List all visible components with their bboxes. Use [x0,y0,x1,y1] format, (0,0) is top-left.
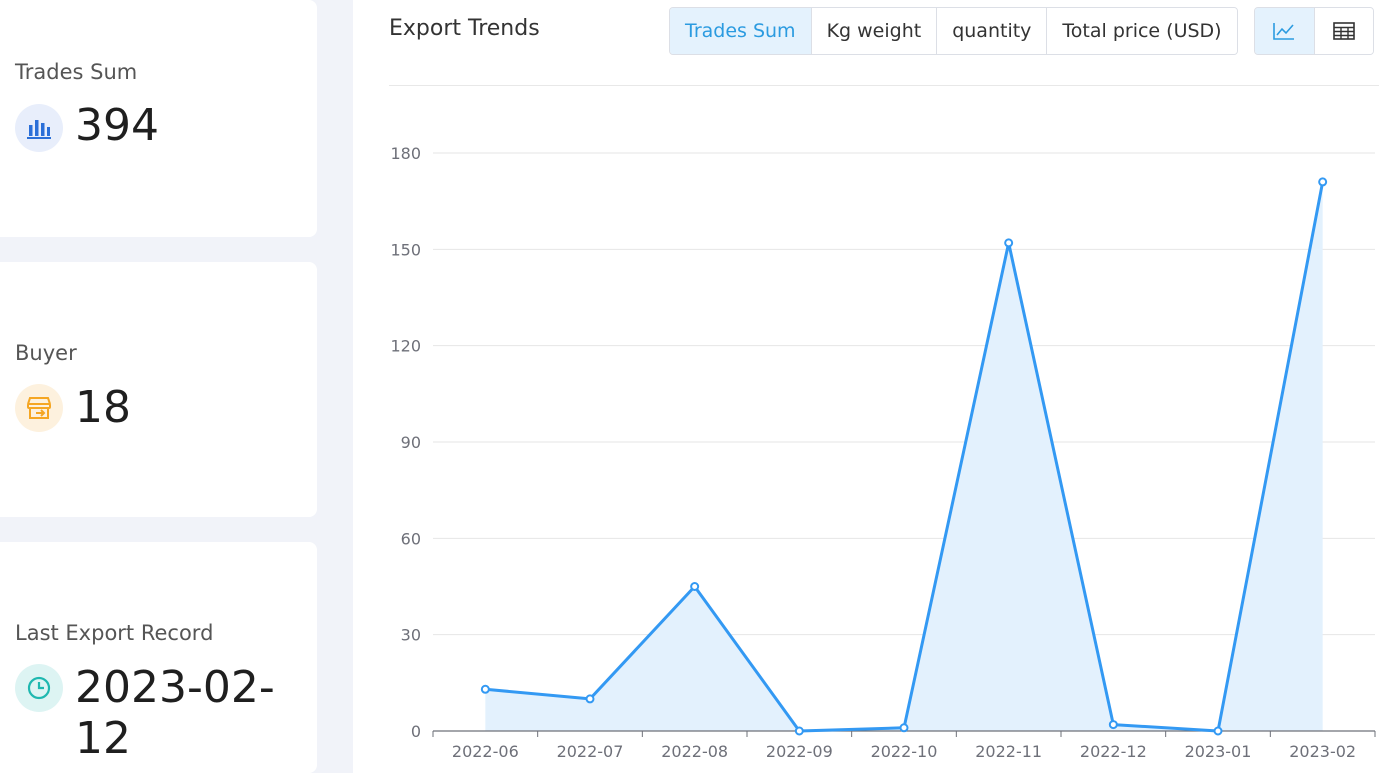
y-tick-label: 30 [401,626,421,645]
x-tick-label: 2022-11 [975,742,1042,761]
tab-total-price[interactable]: Total price (USD) [1046,8,1237,54]
stat-card-buyer: Buyer 18 [0,262,317,517]
data-point [1108,720,1118,730]
data-point [585,694,595,704]
export-trends-chart: 0 30 60 90 120 150 180 2022-06 2022-07 2022-08 202… [390,144,1376,761]
x-tick-label: 2022-07 [557,742,624,761]
clock-icon [15,664,63,712]
stat-label: Trades Sum [15,60,138,84]
x-tick-label: 2022-08 [661,742,728,761]
table-view-button[interactable] [1313,8,1373,54]
y-tick-label: 120 [390,337,421,356]
x-tick-label: 2022-10 [871,742,938,761]
x-tick-label: 2022-06 [452,742,519,761]
tab-quantity[interactable]: quantity [936,8,1047,54]
series-area [485,181,1323,731]
series-line [485,181,1325,733]
data-point [1318,177,1328,187]
stat-label: Buyer [15,341,77,365]
tab-trades-sum[interactable]: Trades Sum [670,8,811,54]
stat-label: Last Export Record [15,621,214,645]
x-tick-label: 2023-01 [1185,742,1252,761]
store-icon [15,384,63,432]
line-chart-view-button[interactable] [1255,8,1314,54]
stat-value: 394 [75,100,159,151]
header-divider [389,85,1379,86]
data-point [899,723,909,733]
stat-card-last-export: Last Export Record 2023-02-12 [0,542,317,773]
tab-kg-weight[interactable]: Kg weight [810,8,937,54]
y-tick-label: 90 [401,433,421,452]
metric-tabs: Trades Sum Kg weight quantity Total pric… [669,7,1238,55]
x-tick-label: 2022-12 [1080,742,1147,761]
export-trends-panel: Export Trends Trades Sum Kg weight quant… [353,0,1387,773]
data-point [1004,238,1014,248]
data-point [1213,726,1223,736]
view-toggle [1254,7,1374,55]
stat-card-trades: Trades Sum 394 [0,0,317,237]
y-tick-label: 150 [390,240,421,259]
data-point [690,582,700,591]
bar-chart-icon [15,104,63,152]
y-tick-label: 0 [411,722,421,741]
y-tick-label: 180 [390,144,421,163]
data-point [480,684,490,694]
table-icon [1332,22,1355,40]
x-tick-label: 2023-02 [1289,742,1356,761]
chart-title: Export Trends [389,16,540,41]
x-tick-label: 2022-09 [766,742,833,761]
line-chart-icon [1273,23,1295,40]
y-tick-label: 60 [401,529,421,548]
stat-value: 2023-02-12 [75,662,275,764]
stat-value: 18 [75,382,131,433]
data-point [794,726,804,736]
